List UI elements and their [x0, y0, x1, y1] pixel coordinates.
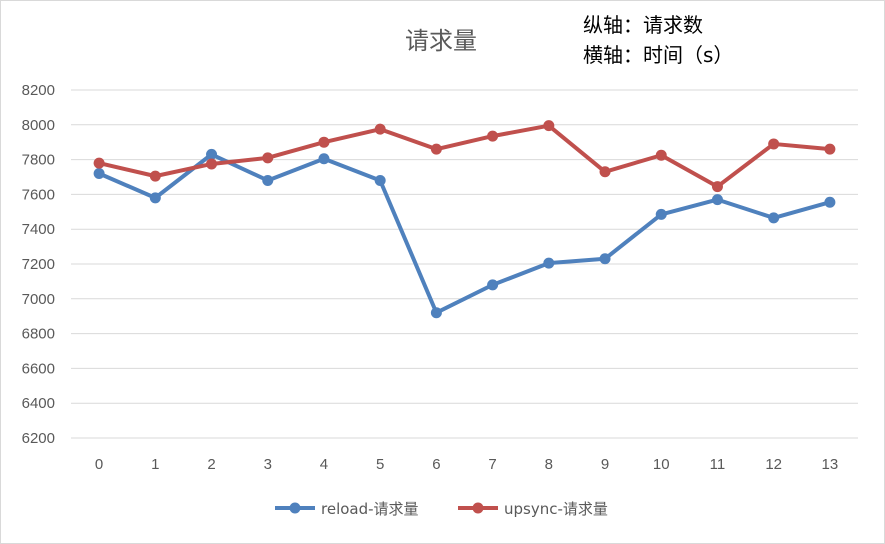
y-tick-label: 7600	[22, 186, 55, 203]
x-tick-label: 9	[601, 456, 609, 473]
series-layer	[93, 120, 836, 319]
legend-swatch-marker	[472, 502, 484, 514]
series-2-point	[318, 136, 330, 148]
y-tick-label: 6600	[22, 360, 55, 377]
series-1-point	[824, 196, 836, 208]
series-2-point	[262, 152, 274, 164]
series-1-point	[543, 257, 555, 269]
x-tick-label: 13	[822, 456, 839, 473]
y-tick-label: 7200	[22, 256, 55, 273]
x-tick-label: 7	[488, 456, 496, 473]
series-2-point	[655, 149, 667, 161]
legend-swatch-marker	[289, 502, 301, 514]
x-tick-label: 3	[264, 456, 272, 473]
series-line-2	[97, 123, 832, 189]
series-2-point	[374, 123, 386, 135]
series-1-point	[487, 279, 499, 291]
y-tick-label: 8200	[22, 82, 55, 99]
series-2-point	[149, 170, 161, 182]
x-tick-label: 12	[765, 456, 782, 473]
legend-label: reload-请求量	[321, 500, 419, 518]
x-tick-label: 1	[151, 456, 159, 473]
series-2-point	[487, 130, 499, 142]
x-axis-annotation: 横轴：时间（s）	[583, 43, 733, 67]
x-tick-label: 5	[376, 456, 384, 473]
series-1-point	[93, 168, 105, 180]
y-tick-label: 7400	[22, 221, 55, 238]
series-1-point	[430, 307, 442, 319]
series-1-point	[768, 212, 780, 224]
series-line-1	[97, 152, 832, 315]
y-tick-label: 6800	[22, 326, 55, 343]
y-tick-label: 6400	[22, 395, 55, 412]
series-2-point	[93, 157, 105, 169]
series-2-point	[430, 143, 442, 155]
series-1-point	[711, 194, 723, 206]
x-tick-label: 6	[432, 456, 440, 473]
y-axis-annotation: 纵轴：请求数	[583, 13, 703, 37]
x-tick-label: 4	[320, 456, 328, 473]
y-tick-label: 7000	[22, 291, 55, 308]
series-1-point	[149, 192, 161, 204]
series-1-point	[318, 153, 330, 165]
chart-title: 请求量	[405, 27, 477, 55]
y-tick-labels: 6200 6400 6600 6800 7000 7200 7400 7600 7800 8000…	[22, 82, 55, 447]
x-tick-label: 2	[207, 456, 215, 473]
series-2-point	[824, 143, 836, 155]
y-tick-label: 8000	[22, 117, 55, 134]
series-2-point	[768, 138, 780, 150]
series-2-point	[543, 120, 555, 132]
legend: reload-请求量 upsync-请求量	[275, 500, 608, 518]
series-2-point	[206, 158, 218, 170]
x-tick-label: 8	[545, 456, 553, 473]
y-tick-label: 6200	[22, 430, 55, 447]
legend-label: upsync-请求量	[504, 500, 608, 518]
series-1-point	[206, 148, 218, 160]
x-tick-label: 11	[710, 456, 726, 473]
y-tick-label: 7800	[22, 152, 55, 169]
series-1-point	[655, 208, 667, 220]
x-tick-labels: 0 1 2 3 4 5 6 7 8 9 10 11 12 13	[95, 456, 838, 473]
series-1-point	[262, 174, 274, 186]
x-tick-label: 10	[653, 456, 670, 473]
x-tick-label: 0	[95, 456, 103, 473]
series-1-point	[599, 253, 611, 265]
series-2-point	[711, 181, 723, 193]
series-2-point	[599, 166, 611, 178]
series-1-point	[374, 174, 386, 186]
